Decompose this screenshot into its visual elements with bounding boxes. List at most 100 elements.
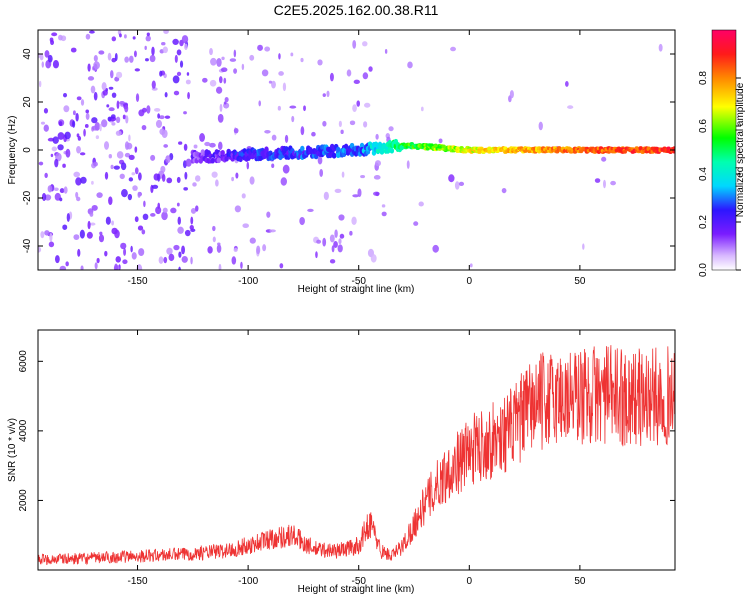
spectrogram-x-label: Height of straight line (km) [298, 284, 415, 295]
noise-mark [150, 154, 156, 161]
noise-mark [271, 80, 276, 89]
noise-mark [163, 144, 169, 148]
signal-mark [220, 149, 225, 156]
signal-mark [335, 146, 341, 153]
noise-mark [63, 186, 68, 194]
noise-mark [567, 105, 574, 109]
noise-mark [105, 88, 109, 92]
noise-mark [110, 114, 116, 119]
noise-mark [111, 122, 116, 126]
noise-mark [89, 30, 95, 34]
noise-mark [108, 196, 113, 205]
noise-mark [181, 255, 188, 263]
noise-mark [119, 173, 125, 180]
noise-mark [311, 131, 316, 137]
noise-mark [307, 208, 314, 213]
noise-mark [155, 119, 163, 128]
noise-mark [339, 233, 345, 239]
noise-mark [189, 225, 194, 230]
noise-mark [129, 55, 134, 63]
colorbar-label: Normalized spectral amplitude [735, 82, 746, 217]
snr-frame [37, 329, 676, 571]
noise-mark [80, 99, 85, 106]
signal-mark [224, 155, 229, 162]
signal-mark [379, 149, 385, 155]
signal-mark [216, 157, 221, 164]
noise-mark [183, 111, 187, 115]
noise-mark [105, 216, 111, 225]
noise-mark [216, 58, 222, 67]
noise-mark [334, 229, 338, 238]
noise-mark [63, 105, 70, 113]
noise-mark [73, 234, 80, 240]
noise-mark [333, 240, 338, 248]
noise-mark [119, 33, 122, 38]
noise-mark [157, 113, 161, 119]
noise-mark [134, 216, 139, 223]
noise-mark [104, 171, 109, 180]
noise-mark [166, 247, 173, 255]
noise-mark [104, 141, 110, 150]
y-tick-label: 40 [22, 48, 33, 60]
noise-mark [122, 259, 128, 265]
noise-mark [150, 213, 156, 217]
noise-mark [50, 153, 54, 158]
noise-mark [209, 79, 217, 87]
noise-mark [352, 39, 357, 49]
noise-mark [141, 229, 146, 235]
noise-mark [420, 106, 424, 112]
noise-mark [234, 205, 242, 213]
noise-mark [329, 72, 334, 82]
noise-mark [603, 179, 606, 189]
noise-mark [57, 144, 64, 151]
noise-mark [111, 92, 117, 98]
noise-mark [284, 134, 289, 144]
noise-mark [177, 216, 181, 225]
noise-mark [172, 38, 179, 46]
colorbar-tick-label: 0.6 [698, 119, 709, 133]
noise-mark [368, 66, 373, 72]
noise-mark [95, 135, 100, 140]
y-tick-label: -40 [22, 238, 33, 253]
noise-mark [137, 225, 144, 231]
signal-mark [300, 145, 305, 152]
noise-mark [217, 242, 221, 246]
noise-mark [57, 132, 65, 140]
noise-mark [85, 112, 90, 120]
noise-mark [111, 220, 114, 226]
noise-mark [44, 194, 52, 201]
noise-mark [610, 180, 616, 186]
noise-mark [145, 58, 149, 62]
noise-mark [181, 245, 186, 255]
noise-mark [166, 177, 173, 184]
noise-mark [138, 248, 145, 257]
noise-mark [91, 125, 99, 131]
noise-mark [370, 254, 377, 263]
noise-mark [159, 70, 163, 77]
noise-mark [388, 126, 394, 132]
noise-mark [124, 105, 129, 113]
noise-mark [65, 261, 69, 267]
colorbar-tick-label: 0.0 [698, 263, 709, 277]
noise-mark [110, 164, 114, 170]
noise-mark [384, 48, 388, 54]
noise-mark [64, 131, 71, 140]
noise-mark [173, 90, 180, 96]
noise-mark [207, 246, 213, 254]
x-tick-label: -50 [351, 276, 366, 287]
noise-mark [85, 109, 90, 114]
noise-mark [146, 32, 150, 37]
y-tick-label: 2000 [18, 489, 29, 512]
signal-mark [210, 157, 215, 164]
noise-mark [87, 63, 91, 72]
noise-mark [204, 141, 211, 147]
noise-mark [582, 243, 585, 250]
noise-mark [151, 80, 156, 89]
noise-mark [162, 46, 168, 54]
noise-mark [49, 232, 53, 242]
noise-mark [219, 103, 223, 112]
noise-mark [256, 245, 261, 255]
noise-mark [469, 263, 473, 268]
noise-mark [221, 56, 225, 61]
noise-mark [337, 244, 343, 253]
